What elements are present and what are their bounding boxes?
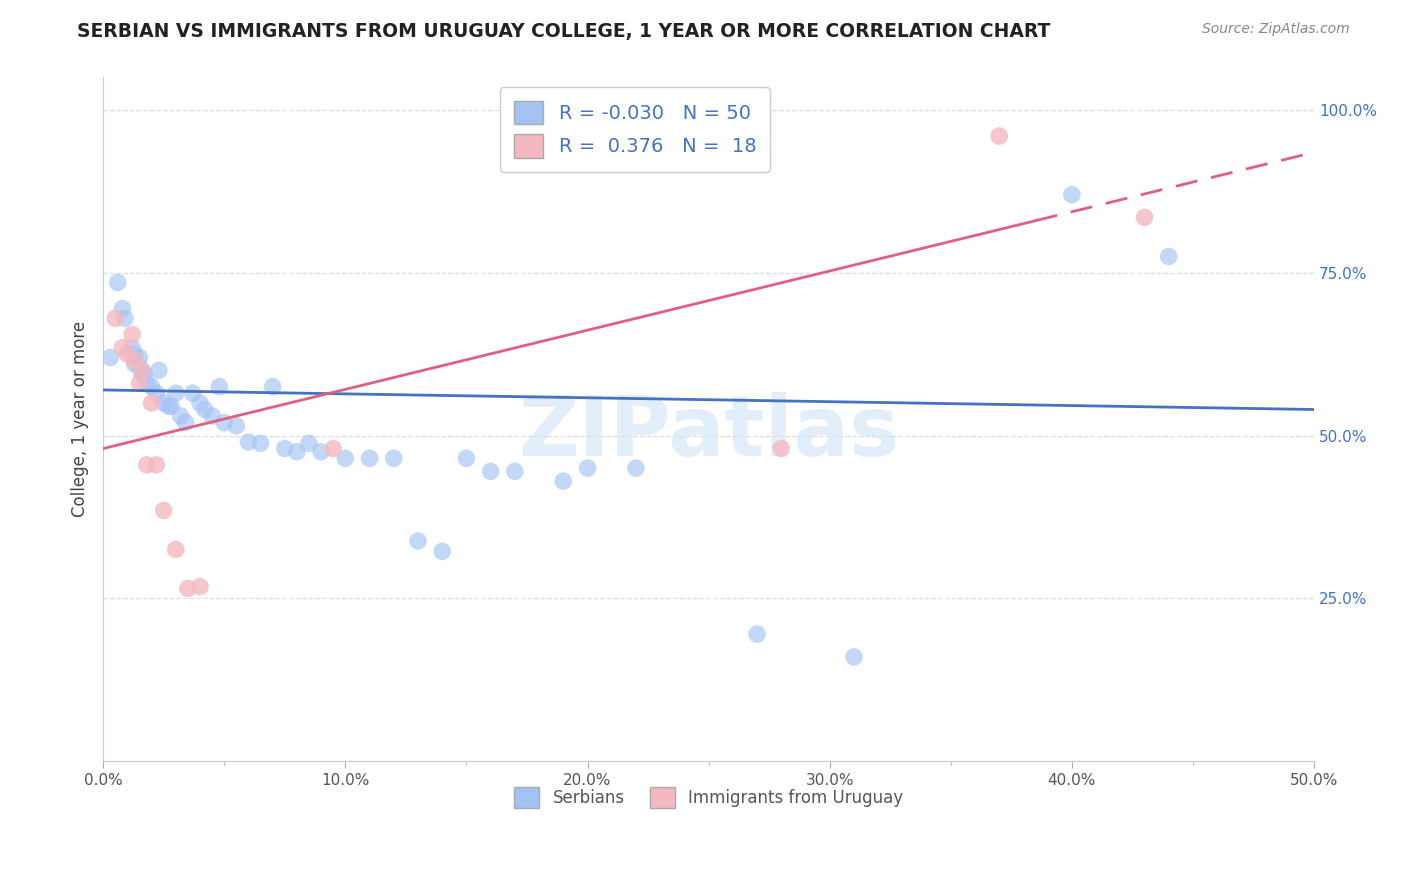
Text: ZIPatlas: ZIPatlas xyxy=(517,392,898,474)
Point xyxy=(135,458,157,472)
Point xyxy=(160,399,183,413)
Point xyxy=(152,396,174,410)
Point xyxy=(274,442,297,456)
Point xyxy=(238,435,260,450)
Point xyxy=(104,311,127,326)
Point xyxy=(188,580,211,594)
Point xyxy=(382,451,405,466)
Point xyxy=(174,416,197,430)
Point xyxy=(225,418,247,433)
Point xyxy=(181,386,204,401)
Y-axis label: College, 1 year or more: College, 1 year or more xyxy=(72,321,89,517)
Point xyxy=(479,464,502,478)
Point xyxy=(134,367,156,381)
Point xyxy=(145,458,167,472)
Point xyxy=(124,347,146,361)
Point xyxy=(456,451,478,466)
Point xyxy=(131,367,153,381)
Point xyxy=(1157,250,1180,264)
Point xyxy=(141,380,163,394)
Point xyxy=(262,380,284,394)
Point xyxy=(298,436,321,450)
Point xyxy=(208,380,231,394)
Point xyxy=(745,627,768,641)
Point xyxy=(553,474,575,488)
Point xyxy=(359,451,381,466)
Point xyxy=(117,347,139,361)
Point xyxy=(135,376,157,391)
Point xyxy=(406,534,429,549)
Point xyxy=(111,301,134,316)
Point xyxy=(121,341,143,355)
Point xyxy=(128,351,150,365)
Point xyxy=(1060,187,1083,202)
Point xyxy=(188,396,211,410)
Point xyxy=(128,376,150,391)
Point xyxy=(194,402,217,417)
Point xyxy=(145,386,167,401)
Point xyxy=(100,351,122,365)
Point xyxy=(624,461,647,475)
Point xyxy=(169,409,191,423)
Point xyxy=(128,360,150,375)
Point xyxy=(335,451,357,466)
Point xyxy=(842,649,865,664)
Point xyxy=(503,464,526,478)
Point xyxy=(124,353,146,368)
Point xyxy=(201,409,224,423)
Text: Source: ZipAtlas.com: Source: ZipAtlas.com xyxy=(1202,22,1350,37)
Point xyxy=(124,357,146,371)
Text: SERBIAN VS IMMIGRANTS FROM URUGUAY COLLEGE, 1 YEAR OR MORE CORRELATION CHART: SERBIAN VS IMMIGRANTS FROM URUGUAY COLLE… xyxy=(77,22,1050,41)
Point xyxy=(148,363,170,377)
Point xyxy=(165,542,187,557)
Point xyxy=(770,442,793,456)
Point xyxy=(107,276,129,290)
Point xyxy=(285,445,308,459)
Point xyxy=(432,544,454,558)
Point xyxy=(111,341,134,355)
Point xyxy=(177,582,200,596)
Point xyxy=(131,363,153,377)
Point xyxy=(165,386,187,401)
Point xyxy=(309,445,332,459)
Point xyxy=(1133,211,1156,225)
Point xyxy=(988,129,1011,144)
Legend: Serbians, Immigrants from Uruguay: Serbians, Immigrants from Uruguay xyxy=(508,780,910,814)
Point xyxy=(157,399,180,413)
Point xyxy=(121,327,143,342)
Point xyxy=(322,442,344,456)
Point xyxy=(576,461,599,475)
Point xyxy=(141,396,163,410)
Point xyxy=(249,436,271,450)
Point xyxy=(152,503,174,517)
Point xyxy=(212,416,235,430)
Point xyxy=(114,311,136,326)
